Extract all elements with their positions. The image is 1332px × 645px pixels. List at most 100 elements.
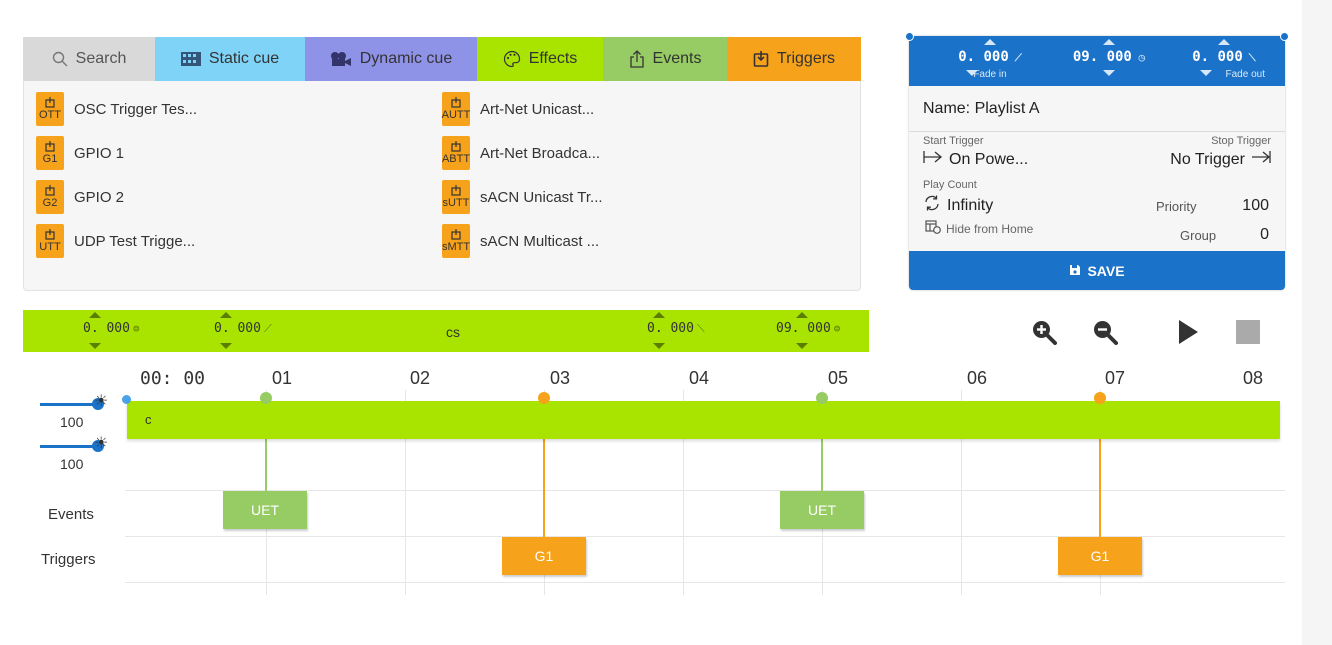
duration-stepper[interactable]: 09. 000 ⊜: [770, 310, 866, 352]
tab-effects[interactable]: Effects: [477, 37, 603, 81]
playlist-properties-panel: 0. 000 ⟋ Fade in 09. 000 ◷ 0. 000 ⟍ Fade…: [905, 32, 1289, 290]
tab-triggers-label: Triggers: [776, 50, 836, 67]
event-marker[interactable]: [816, 392, 828, 404]
decrement-arrow-icon[interactable]: [966, 70, 978, 76]
trigger-marker[interactable]: [538, 392, 550, 404]
triggers-list: OTT OSC Trigger Tes... G1 GPIO 1 G2 GPIO…: [23, 81, 861, 291]
trigger-marker[interactable]: [1094, 392, 1106, 404]
increment-arrow-icon[interactable]: [796, 312, 808, 318]
trigger-item[interactable]: UTT UDP Test Trigge...: [36, 224, 195, 258]
level-slider-bottom[interactable]: [40, 445, 100, 448]
decrement-arrow-icon[interactable]: [796, 343, 808, 349]
cue-start-marker[interactable]: [122, 395, 131, 404]
trigger-label: GPIO 2: [74, 188, 125, 206]
trigger-badge: AUTT: [442, 92, 470, 126]
fade-out-label: Fade out: [1225, 69, 1265, 80]
event-marker[interactable]: [260, 392, 272, 404]
tab-static-cue[interactable]: Static cue: [155, 37, 305, 81]
trigger-badge: OTT: [36, 92, 64, 126]
duration-value: 09. 000: [1072, 49, 1132, 65]
tab-search[interactable]: Search: [23, 37, 155, 81]
stop-trigger-select[interactable]: No Trigger: [1170, 150, 1271, 169]
hide-from-home-toggle[interactable]: Hide from Home: [925, 220, 1033, 237]
tab-effects-label: Effects: [528, 50, 578, 67]
trigger-block[interactable]: G1: [502, 537, 586, 575]
playlist-name[interactable]: Playlist A: [974, 100, 1040, 117]
level-slider-top[interactable]: [40, 403, 100, 406]
trigger-icon: [45, 141, 55, 152]
time-tick: 04: [689, 368, 710, 388]
duration-stepper[interactable]: 09. 000 ◷: [1059, 36, 1159, 86]
event-block[interactable]: UET: [223, 491, 307, 529]
zoom-in-button[interactable]: [1026, 314, 1062, 350]
tab-dynamic-cue[interactable]: Dynamic cue: [305, 37, 477, 81]
triggers-row-label: Triggers: [41, 551, 96, 568]
increment-arrow-icon[interactable]: [89, 312, 101, 318]
decrement-arrow-icon[interactable]: [220, 343, 232, 349]
increment-arrow-icon[interactable]: [984, 39, 996, 45]
trigger-badge: UTT: [36, 224, 64, 258]
resize-handle[interactable]: [905, 32, 914, 41]
trigger-item[interactable]: G1 GPIO 1: [36, 136, 124, 170]
repeat-icon: [923, 194, 941, 217]
grid-line: [125, 582, 1285, 583]
tab-triggers[interactable]: Triggers: [727, 37, 861, 81]
hide-home-icon: [925, 220, 941, 237]
trigger-code: G1: [42, 153, 58, 165]
resize-handle[interactable]: [1280, 32, 1289, 41]
fade-down-stepper[interactable]: 0. 000 ⟍: [641, 310, 721, 352]
event-block[interactable]: UET: [780, 491, 864, 529]
trigger-item[interactable]: G2 GPIO 2: [36, 180, 124, 214]
fade-out-icon: ⊜: [833, 322, 841, 335]
increment-arrow-icon[interactable]: [653, 312, 665, 318]
decrement-arrow-icon[interactable]: [1200, 70, 1212, 76]
stop-trigger-value: No Trigger: [1170, 150, 1245, 168]
trigger-item[interactable]: sMTT sACN Multicast ...: [442, 224, 599, 258]
event-block-label: UET: [251, 502, 279, 518]
timeline[interactable]: 00: 00 01 02 03 04 05 06 07 08 ☀ 100 ☀ 1…: [0, 360, 1290, 600]
timeline-toolbar: 0. 000 ⊜ 0. 000 ⟋ cs 0. 000 ⟍ 09. 000 ⊜: [23, 310, 869, 352]
fade-up-stepper[interactable]: 0. 000 ⟋: [208, 310, 288, 352]
save-button[interactable]: SAVE: [909, 251, 1285, 290]
play-count-label: Play Count: [923, 179, 977, 191]
trigger-item[interactable]: AUTT Art-Net Unicast...: [442, 92, 594, 126]
trigger-item[interactable]: sUTT sACN Unicast Tr...: [442, 180, 603, 214]
tab-events[interactable]: Events: [603, 37, 727, 81]
trigger-block-label: G1: [534, 548, 554, 564]
trigger-block[interactable]: G1: [1058, 537, 1142, 575]
name-row[interactable]: Name: Playlist A: [923, 100, 1040, 118]
trigger-code: sMTT: [441, 241, 471, 253]
start-trigger-select[interactable]: On Powe...: [923, 150, 1028, 169]
zoom-out-button[interactable]: [1087, 314, 1123, 350]
fade-in-stepper[interactable]: 0. 000 ⊜: [77, 310, 157, 352]
trigger-item[interactable]: OTT OSC Trigger Tes...: [36, 92, 197, 126]
priority-label: Priority: [1156, 199, 1197, 214]
play-count-select[interactable]: Infinity: [923, 194, 993, 217]
fade-out-stepper[interactable]: 0. 000 ⟍ Fade out: [1179, 36, 1269, 86]
floppy-disk-icon: [1069, 263, 1081, 279]
level-slider-knob[interactable]: [92, 398, 104, 410]
increment-arrow-icon[interactable]: [1218, 39, 1230, 45]
priority-value[interactable]: 100: [1242, 197, 1269, 214]
trigger-label: GPIO 1: [74, 144, 125, 162]
increment-arrow-icon[interactable]: [1103, 39, 1115, 45]
fade-in-stepper[interactable]: 0. 000 ⟋ Fade in: [945, 36, 1035, 86]
decrement-arrow-icon[interactable]: [89, 343, 101, 349]
decrement-arrow-icon[interactable]: [1103, 70, 1115, 76]
trigger-code: sUTT: [442, 197, 470, 209]
trigger-item[interactable]: ABTT Art-Net Broadca...: [442, 136, 600, 170]
time-unit-label[interactable]: cs: [446, 324, 460, 340]
level-slider-knob[interactable]: [92, 440, 104, 452]
group-value[interactable]: 0: [1260, 226, 1269, 243]
trigger-code: ABTT: [441, 153, 471, 165]
level-bottom-value: 100: [60, 456, 84, 472]
decrement-arrow-icon[interactable]: [653, 343, 665, 349]
trigger-icon: [451, 97, 461, 108]
trigger-badge: ABTT: [442, 136, 470, 170]
vertical-scrollbar[interactable]: [1302, 0, 1332, 645]
play-button[interactable]: [1170, 314, 1206, 350]
tab-search-label: Search: [75, 50, 127, 67]
increment-arrow-icon[interactable]: [220, 312, 232, 318]
stop-button[interactable]: [1230, 314, 1266, 350]
cue-bar[interactable]: c: [127, 401, 1280, 439]
